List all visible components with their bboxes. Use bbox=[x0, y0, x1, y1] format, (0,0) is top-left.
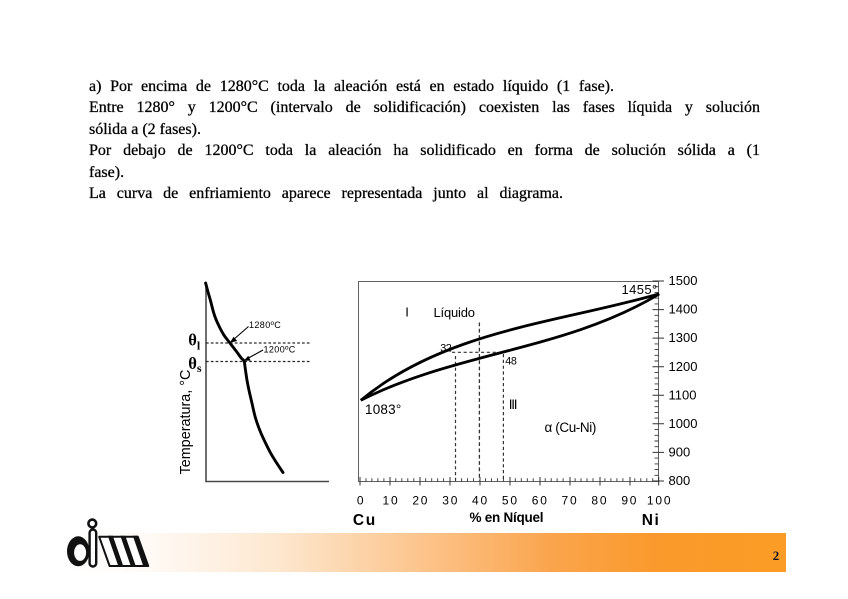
svg-text:60: 60 bbox=[532, 493, 549, 507]
svg-text:Temperatura, °C: Temperatura, °C bbox=[178, 370, 194, 475]
svg-text:α (Cu-Ni): α (Cu-Ni) bbox=[545, 420, 596, 435]
svg-text:1083°: 1083° bbox=[365, 402, 401, 417]
svg-text:1300: 1300 bbox=[669, 330, 698, 345]
svg-text:40: 40 bbox=[472, 493, 489, 507]
svg-text:1400: 1400 bbox=[669, 302, 698, 317]
svg-text:1455°: 1455° bbox=[622, 282, 658, 297]
svg-text:1500: 1500 bbox=[669, 273, 698, 288]
svg-text:1280ºC: 1280ºC bbox=[249, 320, 281, 330]
svg-text:1000: 1000 bbox=[669, 416, 698, 431]
svg-text:1200: 1200 bbox=[669, 359, 698, 374]
svg-text:Ni: Ni bbox=[642, 512, 661, 529]
svg-text:800: 800 bbox=[669, 473, 691, 488]
svg-text:1200ºC: 1200ºC bbox=[264, 345, 296, 355]
svg-text:32: 32 bbox=[440, 343, 452, 355]
svg-text:90: 90 bbox=[621, 493, 638, 507]
svg-text:80: 80 bbox=[591, 493, 608, 507]
svg-text:100: 100 bbox=[647, 493, 672, 507]
svg-text:70: 70 bbox=[562, 493, 579, 507]
svg-text:% en Níquel: % en Níquel bbox=[470, 510, 544, 525]
svg-text:1100: 1100 bbox=[669, 387, 697, 402]
svg-text:48: 48 bbox=[505, 355, 517, 367]
svg-text:III: III bbox=[509, 397, 517, 412]
svg-text:θl: θl bbox=[188, 330, 201, 352]
svg-text:900: 900 bbox=[669, 445, 691, 460]
svg-text:Cu: Cu bbox=[353, 512, 377, 529]
svg-text:50: 50 bbox=[502, 493, 519, 507]
svg-text:20: 20 bbox=[412, 493, 429, 507]
svg-text:0: 0 bbox=[357, 493, 365, 507]
svg-text:I: I bbox=[405, 305, 409, 320]
svg-text:10: 10 bbox=[383, 493, 400, 507]
svg-text:30: 30 bbox=[442, 493, 459, 507]
svg-text:Líquido: Líquido bbox=[434, 305, 475, 320]
